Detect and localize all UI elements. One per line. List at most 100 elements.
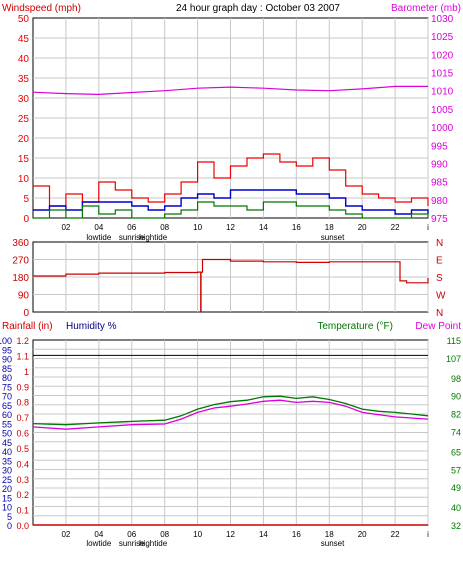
- series-wind-direction: [33, 258, 429, 284]
- rain-tick-label: 0.1: [16, 506, 29, 516]
- lower-x-tick-label: 14: [259, 530, 268, 539]
- lower-event-label: sunset: [321, 539, 345, 548]
- direction-compass-label: N: [436, 308, 443, 319]
- rain-tick-label: 0.6: [16, 429, 29, 439]
- wind-event-label: lowtide: [86, 233, 111, 242]
- windspeed-axis-title: Windspeed (mph): [2, 3, 81, 14]
- temperature-tick-label: 90: [451, 392, 461, 402]
- humidity-tick-label: 50: [2, 429, 12, 439]
- temperature-tick-label: 98: [451, 374, 461, 384]
- lower-event-label: hightide: [139, 539, 168, 548]
- humidity-tick-label: 85: [2, 364, 12, 374]
- direction-tick-label: 180: [12, 273, 29, 284]
- barometer-tick-label: 1025: [431, 32, 454, 43]
- barometer-tick-label: 1005: [431, 105, 454, 116]
- temperature-tick-label: 115: [447, 336, 461, 346]
- humidity-tick-label: 55: [2, 419, 12, 429]
- windspeed-tick-label: 50: [18, 14, 30, 25]
- rain-tick-label: 0.0: [16, 521, 29, 531]
- humidity-tick-label: 80: [2, 373, 12, 383]
- rain-tick-label: 0.2: [16, 490, 29, 500]
- wind-x-tick-label: 22: [391, 223, 400, 232]
- barometer-axis-title: Barometer (mb): [391, 3, 461, 14]
- temperature-tick-label: 65: [451, 447, 461, 457]
- direction-tick-label: 360: [12, 238, 29, 249]
- rain-tick-label: 1.1: [16, 351, 29, 361]
- direction-compass-label: S: [436, 273, 443, 284]
- humidity-tick-label: 60: [2, 410, 12, 420]
- windspeed-tick-label: 5: [23, 194, 29, 205]
- barometer-tick-label: 985: [431, 178, 448, 189]
- windspeed-tick-label: 45: [18, 34, 30, 45]
- temperature-tick-label: 74: [451, 427, 461, 437]
- rain-tick-label: 0.7: [16, 413, 29, 423]
- humidity-tick-label: 70: [2, 392, 12, 402]
- humidity-axis-title: Humidity %: [66, 321, 117, 332]
- wind-x-tick-label: 10: [193, 223, 202, 232]
- rain-tick-label: 0.3: [16, 475, 29, 485]
- wind-x-tick-label: 18: [325, 223, 334, 232]
- temperature-tick-label: 32: [451, 521, 461, 531]
- lower-x-tick-label: 16: [292, 530, 301, 539]
- barometer-tick-label: 1010: [431, 87, 454, 98]
- barometer-tick-label: 1020: [431, 50, 454, 61]
- direction-tick-label: 90: [18, 291, 30, 302]
- wind-event-label: hightide: [139, 233, 168, 242]
- lower-x-tick-label: i: [427, 530, 429, 539]
- temperature-tick-label: 57: [451, 465, 461, 475]
- lower-x-tick-label: 12: [226, 530, 235, 539]
- rain-tick-label: 1.2: [16, 336, 29, 346]
- series-wind-avg: [33, 189, 429, 215]
- wind-event-label: sunrise: [119, 233, 145, 242]
- windspeed-tick-label: 30: [18, 94, 30, 105]
- direction-tick-label: 0: [23, 308, 29, 319]
- rainfall-axis-title: Rainfall (in): [2, 321, 53, 332]
- direction-compass-label: N: [436, 238, 443, 249]
- humidity-tick-label: 95: [2, 345, 12, 355]
- lower-x-tick-label: 08: [160, 530, 169, 539]
- humidity-tick-label: 25: [2, 475, 12, 485]
- dewpoint-axis-title: Dew Point: [415, 321, 461, 332]
- series-barometer: [32, 85, 428, 96]
- barometer-tick-label: 975: [431, 214, 448, 225]
- wind-x-tick-label: 06: [127, 223, 136, 232]
- barometer-tick-label: 1000: [431, 123, 454, 134]
- wind-event-label: sunset: [321, 233, 345, 242]
- lower-x-tick-label: 22: [391, 530, 400, 539]
- lower-x-tick-label: 02: [61, 530, 70, 539]
- rain-tick-label: 0.4: [16, 459, 29, 469]
- temperature-axis-title: Temperature (°F): [317, 321, 393, 332]
- direction-tick-label: 270: [12, 256, 29, 267]
- humidity-tick-label: 65: [2, 401, 12, 411]
- lower-event-label: sunrise: [119, 539, 145, 548]
- barometer-tick-label: 990: [431, 159, 448, 170]
- lower-event-label: lowtide: [86, 539, 111, 548]
- lower-x-tick-label: 06: [127, 530, 136, 539]
- temperature-tick-label: 40: [451, 503, 461, 513]
- rain-tick-label: 0.9: [16, 382, 29, 392]
- temperature-tick-label: 82: [451, 410, 461, 420]
- wind-x-tick-label: i: [427, 223, 429, 232]
- humidity-tick-label: 35: [2, 456, 12, 466]
- series-dew-point: [32, 399, 429, 430]
- barometer-tick-label: 1015: [431, 69, 454, 80]
- temperature-tick-label: 49: [451, 483, 461, 493]
- wind-x-tick-label: 08: [160, 223, 169, 232]
- wind-x-tick-label: 12: [226, 223, 235, 232]
- graph-title: 24 hour graph day : October 03 2007: [176, 3, 340, 14]
- humidity-tick-label: 15: [2, 493, 12, 503]
- lower-x-tick-label: 18: [325, 530, 334, 539]
- humidity-tick-label: 90: [2, 355, 12, 365]
- wind-x-tick-label: 14: [259, 223, 268, 232]
- barometer-tick-label: 1030: [431, 14, 454, 25]
- humidity-tick-label: 30: [2, 466, 12, 476]
- humidity-tick-label: 20: [2, 484, 12, 494]
- humidity-tick-label: 5: [7, 512, 12, 522]
- windspeed-tick-label: 20: [18, 134, 30, 145]
- wind-x-tick-label: 02: [61, 223, 70, 232]
- barometer-tick-label: 980: [431, 196, 448, 207]
- humidity-tick-label: 45: [2, 438, 12, 448]
- humidity-tick-label: 100: [0, 336, 12, 346]
